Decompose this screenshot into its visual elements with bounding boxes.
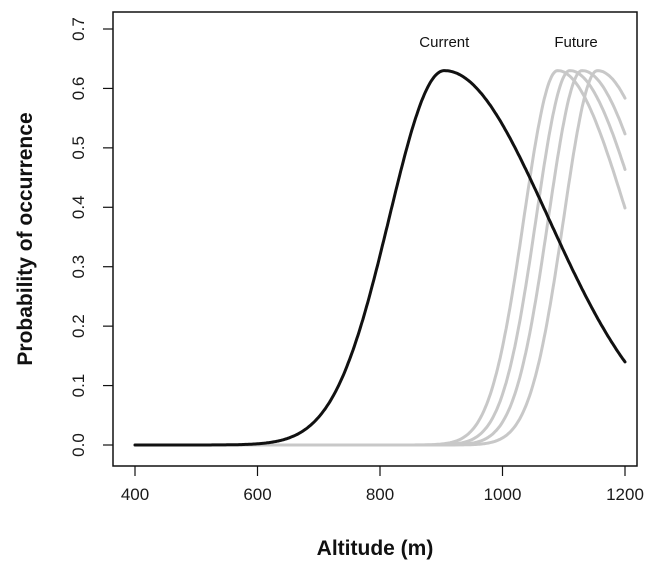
series-layer [133,69,627,447]
y-tick-label-3: 0.3 [69,255,88,279]
y-axis: 0.0 0.1 0.2 0.3 0.4 0.5 0.6 0.7 [69,17,113,457]
annotation-future: Future [554,34,597,51]
y-tick-label-6: 0.6 [69,77,88,101]
x-axis-title: Altitude (m) [317,537,434,560]
x-axis: 400 600 800 1000 1200 [121,466,644,504]
plot-frame [112,11,638,467]
y-tick-label-1: 0.1 [69,374,88,398]
x-tick-label-1: 600 [243,485,271,504]
y-axis-title: Probability of occurrence [14,112,37,365]
y-tick-label-2: 0.2 [69,314,88,338]
x-tick-label-3: 1000 [484,485,522,504]
x-tick-label-4: 1200 [606,485,644,504]
y-tick-label-4: 0.4 [69,195,88,219]
y-tick-label-5: 0.5 [69,136,88,160]
x-tick-label-2: 800 [366,485,394,504]
series-line-0 [133,69,627,447]
x-tick-label-0: 400 [121,485,149,504]
annotation-current: Current [419,34,470,51]
y-tick-label-0: 0.0 [69,433,88,457]
y-tick-label-7: 0.7 [69,17,88,41]
